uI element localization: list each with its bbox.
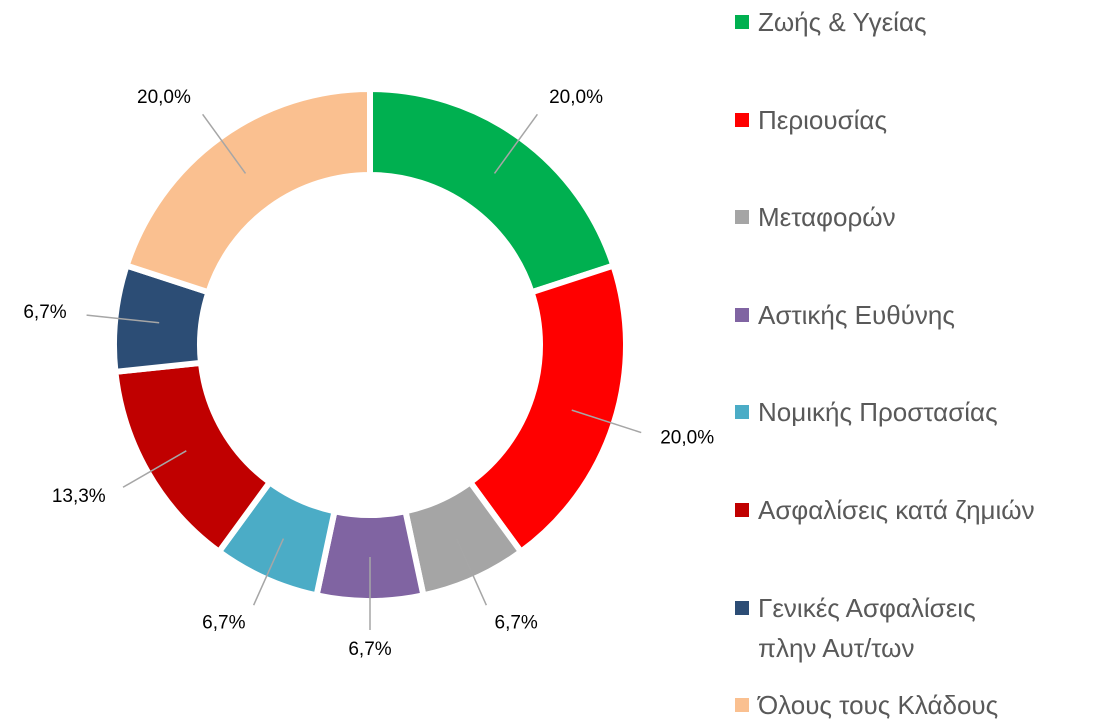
leader-line bbox=[455, 538, 488, 606]
legend-item: Νομικής Προστασίας bbox=[735, 392, 1035, 432]
legend-label: Μεταφορών bbox=[758, 202, 896, 233]
legend-swatch bbox=[735, 112, 749, 127]
legend-label: Ασφαλίσεις κατά ζημιών bbox=[758, 495, 1035, 525]
legend-label: Νομικής Προστασίας bbox=[758, 397, 998, 428]
data-label: 20,0% bbox=[660, 428, 714, 449]
data-label: 6,7% bbox=[348, 639, 391, 660]
data-label: 20,0% bbox=[549, 87, 603, 108]
legend-swatch bbox=[735, 600, 749, 615]
legend-item: Όλους τους Κλάδους bbox=[735, 685, 1035, 725]
legend-swatch bbox=[735, 15, 749, 29]
legend-label: Περιουσίας bbox=[758, 104, 887, 135]
data-label: 6,7% bbox=[495, 612, 538, 633]
data-label: 20,0% bbox=[137, 87, 191, 108]
legend-label: Αστικής Ευθύνης bbox=[758, 299, 955, 330]
legend-label: Γενικές Ασφαλίσεις πλην Αυτ/των bbox=[758, 592, 976, 663]
donut-slice bbox=[367, 85, 618, 297]
chart: 20,0% 20,0% 6,7% 6,7% 6,7% 13,3% 6,7% 20,0% bbox=[23, 85, 714, 660]
donut-slice bbox=[122, 85, 373, 297]
data-label: 6,7% bbox=[202, 612, 245, 633]
legend-swatch bbox=[735, 503, 749, 517]
data-label: 13,3% bbox=[52, 486, 106, 507]
data-label: 6,7% bbox=[23, 302, 66, 323]
legend-item: Μεταφορών bbox=[735, 197, 1035, 237]
legend-swatch bbox=[735, 698, 749, 713]
legend-item: Περιουσίας bbox=[735, 100, 1035, 140]
leader-line bbox=[493, 113, 538, 174]
leader-line bbox=[571, 409, 642, 434]
legend-label: Ζωής & Υγείας bbox=[758, 7, 927, 37]
donut-slice bbox=[466, 261, 629, 556]
leader-line bbox=[122, 450, 187, 488]
legend-item: Αστικής Ευθύνης bbox=[735, 295, 1035, 335]
legend-label: Όλους τους Κλάδους bbox=[758, 690, 999, 721]
legend-swatch bbox=[735, 210, 749, 225]
leader-line bbox=[252, 538, 285, 606]
legend-swatch bbox=[735, 405, 749, 420]
legend-item: Ασφαλίσεις κατά ζημιών bbox=[735, 490, 1035, 530]
leader-line bbox=[202, 113, 247, 174]
legend-item: Ζωής & Υγείας bbox=[735, 2, 1035, 42]
leader-line bbox=[86, 314, 160, 324]
legend-swatch bbox=[735, 307, 749, 322]
legend-item: Γενικές Ασφαλίσεις πλην Αυτ/των bbox=[735, 588, 1035, 668]
